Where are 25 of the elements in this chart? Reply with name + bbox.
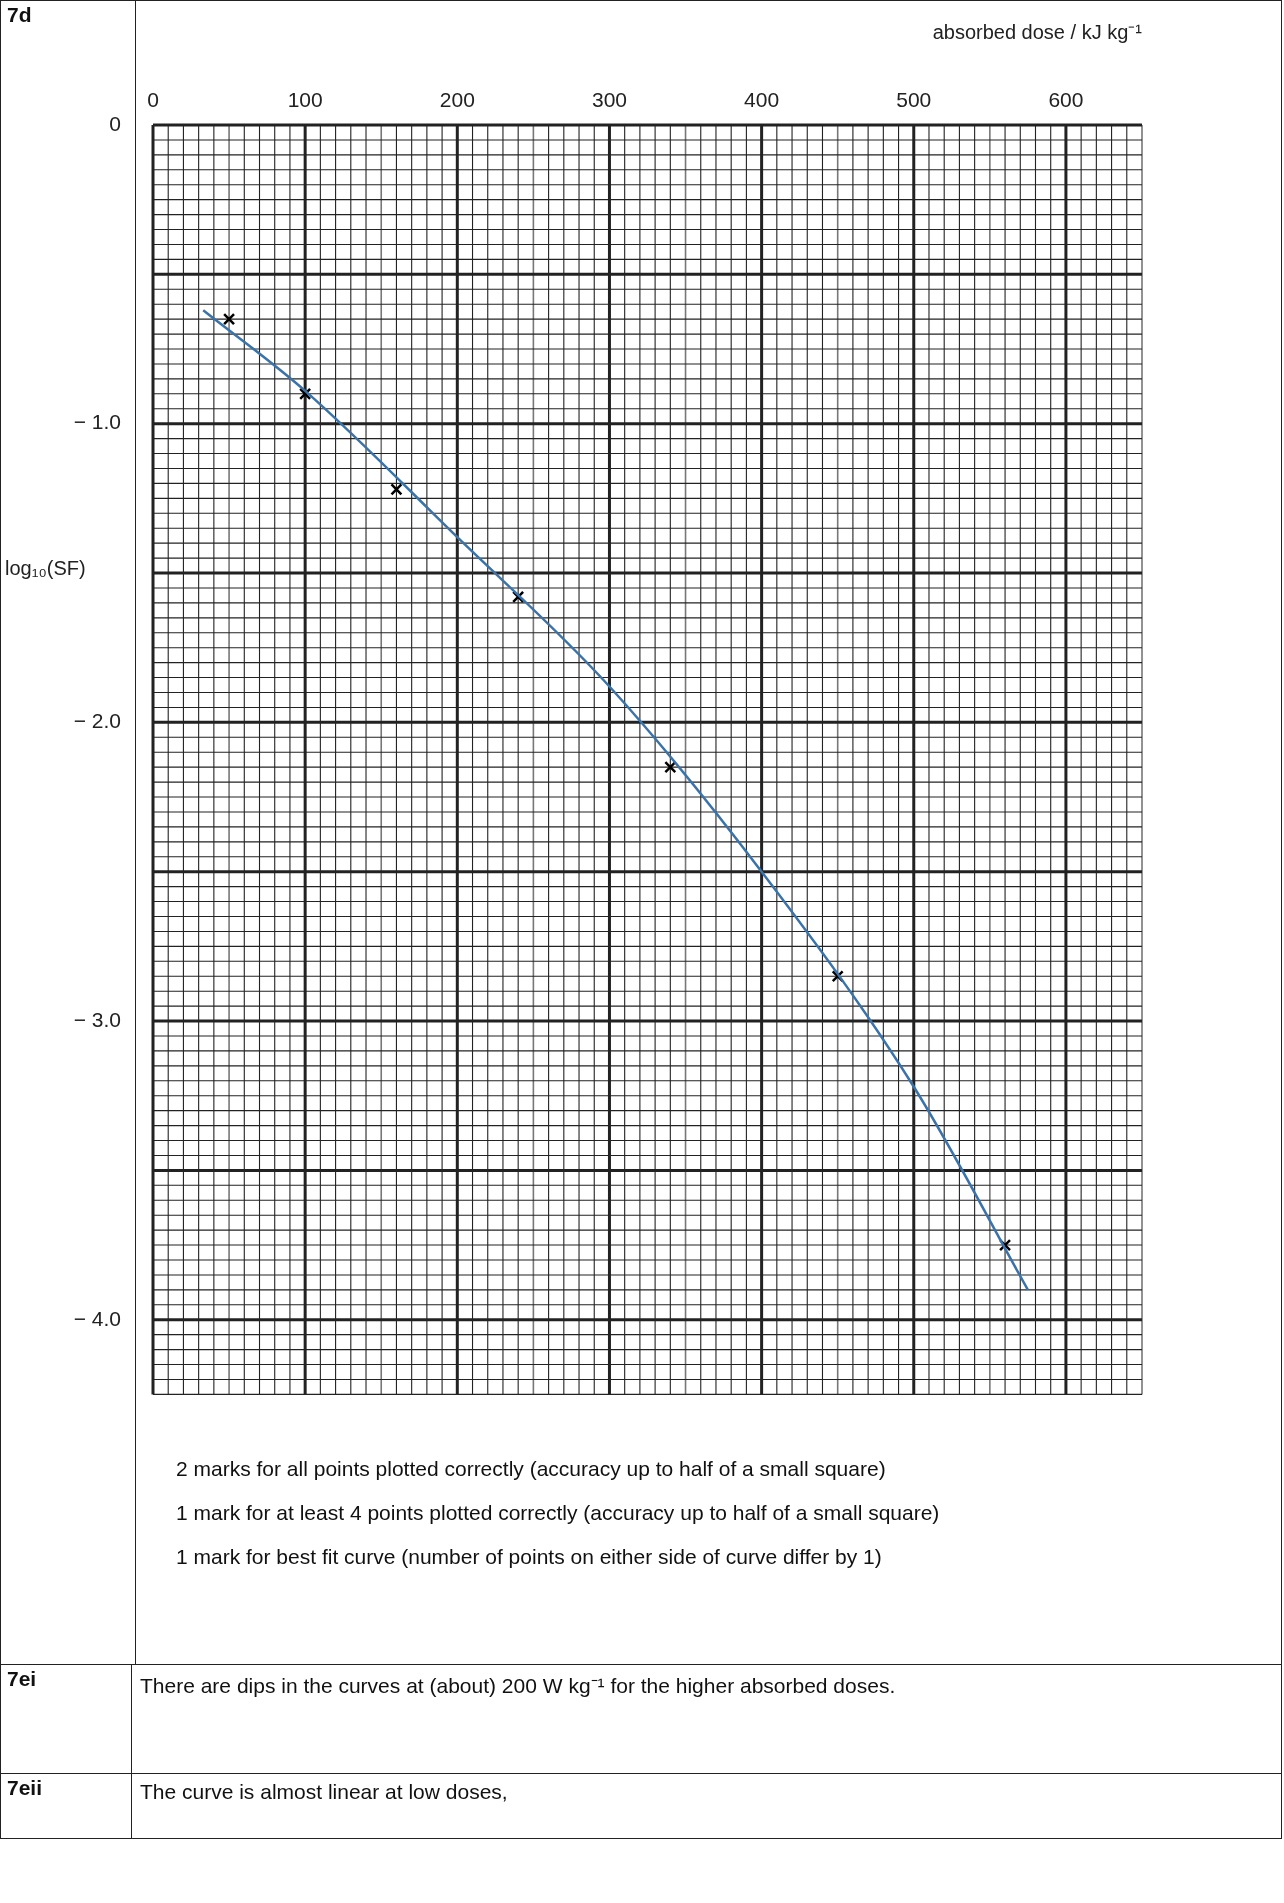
x-tick-label: 100	[287, 88, 323, 112]
y-tick-label: − 4.0	[73, 1306, 121, 1330]
x-tick-label: 500	[896, 88, 932, 112]
x-tick-label: 600	[1048, 88, 1084, 112]
y-tick-label: − 1.0	[73, 410, 121, 434]
text: 7eii	[0, 1773, 132, 1839]
point	[390, 483, 403, 496]
text: 1 mark for at least 4 points plotted correctly (accuracy up to half of a small square)	[176, 1501, 941, 1525]
text: The curve is almost linear at low doses,	[131, 1773, 1282, 1839]
point	[222, 312, 236, 326]
x-tick-label: 0	[147, 88, 159, 112]
y-tick-label: 0	[109, 111, 121, 135]
x-tick-label: 400	[744, 88, 780, 112]
text: 1 mark for best fit curve (number of points on either side of curve differ by 1)	[176, 1545, 883, 1569]
x-tick-label: 300	[591, 88, 627, 112]
text: 2 marks for all points plotted correctly (accuracy up to half of a small square)	[176, 1457, 887, 1481]
y-axis-title: log₁₀(SF)	[5, 556, 86, 579]
text: 7ei	[0, 1664, 132, 1774]
text: 7d	[7, 3, 32, 27]
y-tick-label: − 2.0	[73, 709, 121, 733]
line-series	[201, 308, 1030, 1292]
y-tick-label: − 3.0	[73, 1007, 121, 1031]
x-axis-title: absorbed dose / kJ kg⁻¹	[932, 20, 1143, 43]
text: There are dips in the curves at (about) 200 W kg⁻¹ for the higher absorbed doses.	[131, 1664, 1282, 1774]
x-tick-label: 200	[439, 88, 475, 112]
